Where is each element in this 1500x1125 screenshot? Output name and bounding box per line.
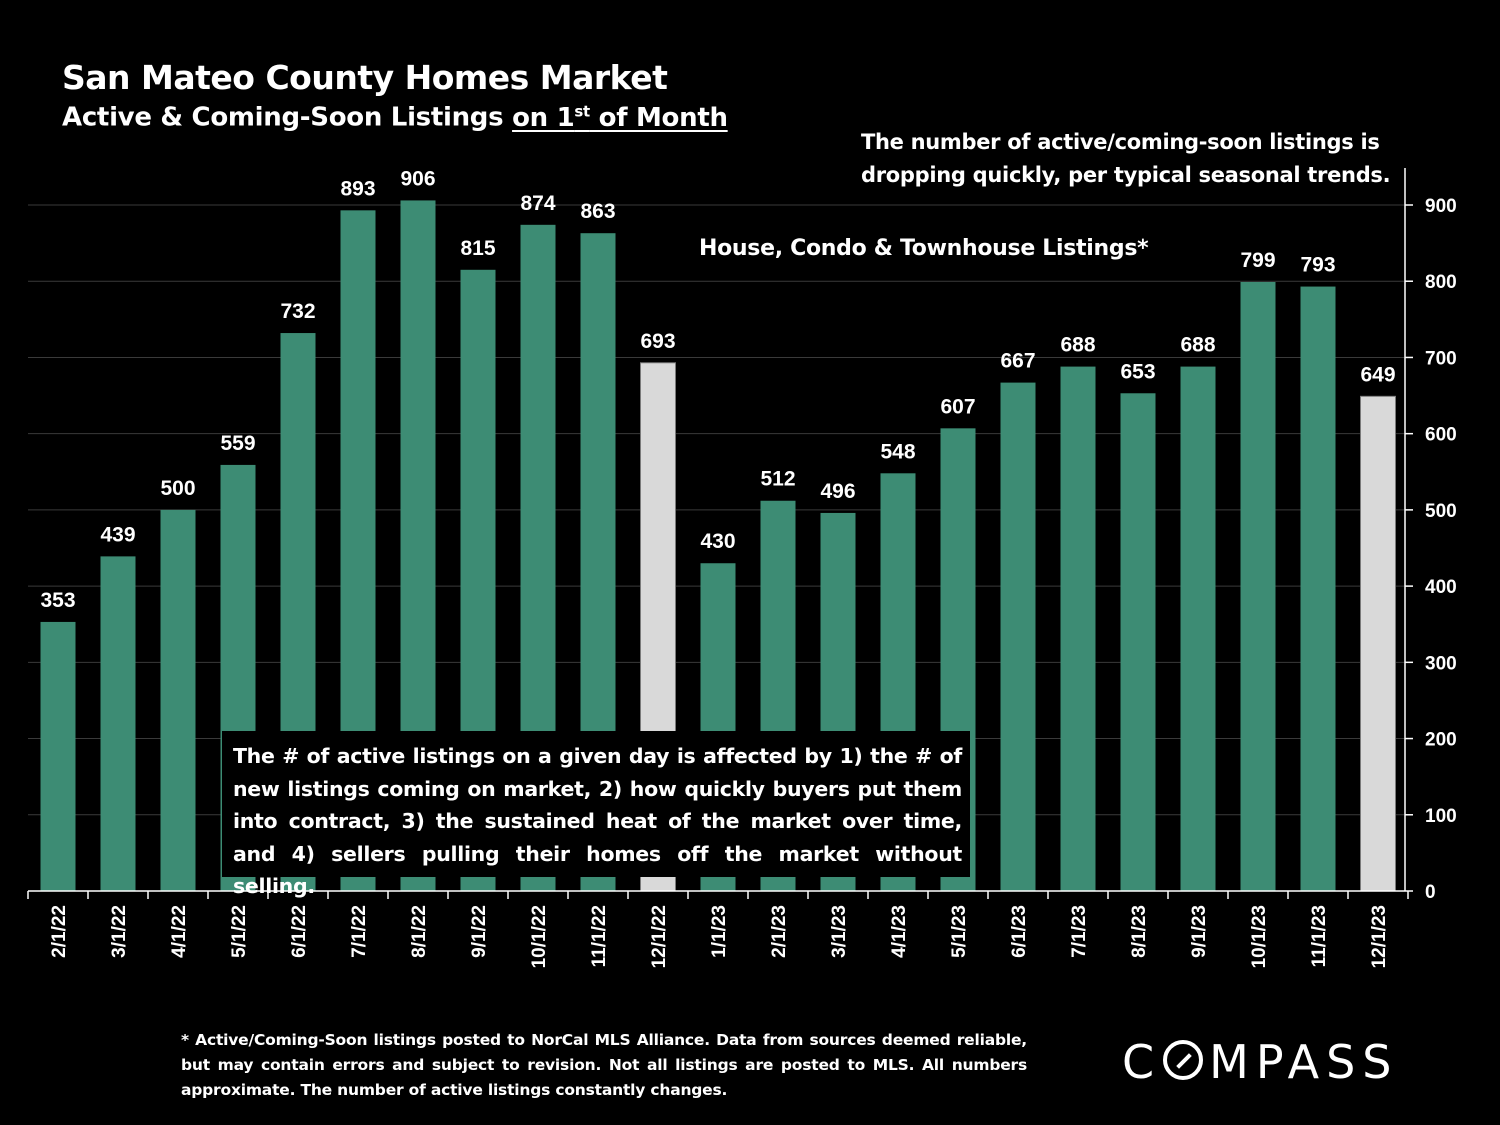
chart-title: San Mateo County Homes Market — [62, 58, 668, 97]
y-axis-ticks: 0 100 200 300 400 500 600 700 800 900 — [1405, 196, 1457, 903]
y-tick-label: 500 — [1425, 501, 1457, 522]
data-label: 732 — [280, 300, 315, 323]
x-tick-label: 8/1/22 — [409, 905, 430, 958]
bar-10-1-23 — [1240, 281, 1276, 891]
bar-6-1-23 — [1000, 382, 1036, 891]
x-tick-label: 6/1/22 — [289, 905, 310, 958]
x-tick-label: 9/1/22 — [469, 905, 490, 958]
data-label: 906 — [400, 167, 435, 190]
data-label: 688 — [1060, 334, 1095, 357]
compass-logo: C MPASS — [1122, 1035, 1399, 1089]
chart-subtitle: Active & Coming-Soon Listings on 1st of … — [62, 102, 728, 133]
x-tick-label: 3/1/22 — [109, 905, 130, 958]
data-label: 815 — [460, 237, 495, 260]
subtitle-underlined-post: of Month — [589, 102, 728, 133]
x-tick-label: 7/1/23 — [1069, 905, 1090, 958]
x-tick-label: 11/1/23 — [1309, 905, 1330, 967]
data-label: 607 — [940, 395, 975, 418]
data-label: 512 — [760, 468, 795, 491]
data-label: 688 — [1180, 334, 1215, 357]
explanation-box: The # of active listings on a given day … — [222, 731, 970, 898]
y-tick-label: 100 — [1425, 806, 1457, 827]
data-label: 649 — [1360, 363, 1395, 386]
series-label: House, Condo & Townhouse Listings* — [699, 236, 1149, 261]
x-tick-label: 5/1/23 — [949, 905, 970, 958]
axes — [28, 168, 1406, 892]
data-label: 653 — [1120, 360, 1155, 383]
x-tick-label: 7/1/22 — [349, 905, 370, 958]
x-tick-label: 8/1/23 — [1129, 905, 1150, 958]
x-tick-label: 4/1/22 — [169, 905, 190, 958]
data-label: 500 — [160, 477, 195, 500]
x-tick-label: 2/1/22 — [49, 905, 70, 958]
bar-7-1-23 — [1060, 366, 1096, 891]
x-tick-label: 9/1/23 — [1189, 905, 1210, 958]
data-label: 863 — [580, 200, 615, 223]
bar-11-1-23 — [1300, 286, 1336, 892]
x-tick-label: 10/1/23 — [1249, 905, 1270, 968]
x-tick-label: 5/1/22 — [229, 905, 250, 958]
data-label: 353 — [40, 589, 75, 612]
subtitle-underlined: on 1st of Month — [512, 102, 728, 133]
data-label: 799 — [1240, 249, 1275, 272]
data-label: 496 — [820, 480, 855, 503]
bar-2-1-22 — [40, 621, 76, 891]
x-tick-label: 10/1/22 — [529, 905, 550, 968]
data-label: 693 — [640, 330, 675, 353]
y-tick-label: 900 — [1425, 196, 1457, 217]
x-tick-label: 2/1/23 — [769, 905, 790, 958]
bar-9-1-23 — [1180, 366, 1216, 891]
y-tick-label: 0 — [1425, 882, 1436, 903]
x-tick-label: 11/1/22 — [589, 905, 610, 967]
x-tick-label: 12/1/22 — [649, 905, 670, 968]
data-labels: 353 439 500 559 732 893 906 815 874 863 693 430 512 4… — [40, 167, 1395, 612]
data-label: 874 — [520, 192, 555, 215]
x-tick-label: 1/1/23 — [709, 905, 730, 958]
y-tick-label: 400 — [1425, 577, 1457, 598]
y-tick-label: 700 — [1425, 348, 1457, 369]
subtitle-underlined-pre: on 1 — [512, 102, 575, 133]
data-label: 793 — [1300, 254, 1335, 277]
x-tick-label: 3/1/23 — [829, 905, 850, 958]
compass-o-icon — [1163, 1040, 1204, 1080]
data-label: 667 — [1000, 350, 1035, 373]
y-tick-label: 800 — [1425, 272, 1457, 293]
data-label: 439 — [100, 523, 135, 546]
data-label: 548 — [880, 440, 915, 463]
x-tick-label: 4/1/23 — [889, 905, 910, 958]
data-label: 559 — [220, 432, 255, 455]
x-tick-label: 6/1/23 — [1009, 905, 1030, 958]
x-tick-label: 12/1/23 — [1369, 905, 1390, 968]
bar-12-1-23 — [1360, 395, 1396, 892]
bar-8-1-23 — [1120, 393, 1156, 891]
y-tick-label: 600 — [1425, 425, 1457, 446]
y-tick-label: 200 — [1425, 730, 1457, 751]
footnote: * Active/Coming-Soon listings posted to … — [181, 1031, 1027, 1099]
bar-4-1-22 — [160, 509, 196, 891]
subtitle-superscript: st — [574, 102, 590, 120]
data-label: 430 — [700, 530, 735, 553]
subtitle-prefix: Active & Coming-Soon Listings — [62, 102, 513, 133]
trend-annotation: The number of active/coming-soon listing… — [861, 130, 1391, 187]
bar-3-1-22 — [100, 556, 136, 891]
data-label: 893 — [340, 177, 375, 200]
x-axis-ticks: 2/1/22 3/1/22 4/1/22 5/1/22 6/1/22 7/1/22 8/1/… — [27, 891, 1409, 968]
y-tick-label: 300 — [1425, 653, 1457, 674]
